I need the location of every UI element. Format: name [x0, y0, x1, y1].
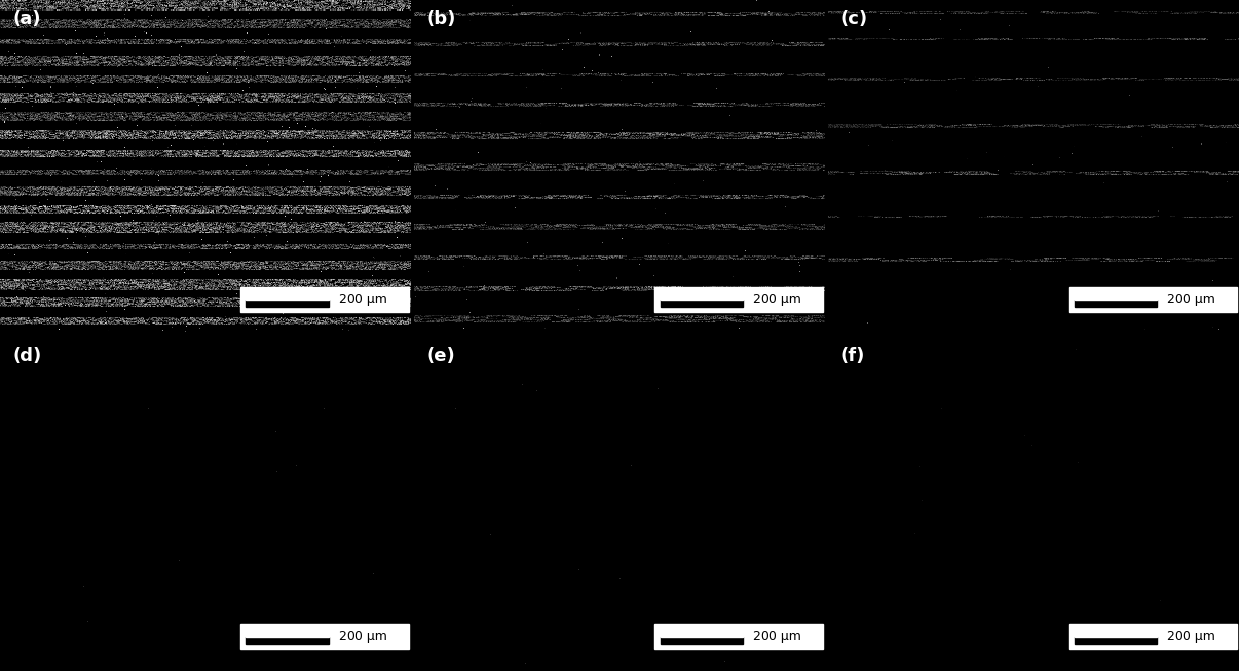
Bar [1068, 287, 1237, 313]
Bar [654, 287, 823, 313]
Text: 200 μm: 200 μm [1167, 630, 1215, 643]
Text: (e): (e) [426, 347, 455, 365]
Bar [1074, 293, 1157, 300]
Text: 200 μm: 200 μm [339, 293, 387, 307]
Text: 200 μm: 200 μm [339, 630, 387, 643]
Bar [247, 629, 328, 637]
Text: 200 μm: 200 μm [753, 293, 800, 307]
Text: (b): (b) [426, 10, 456, 28]
Bar [1074, 637, 1157, 644]
Bar [1068, 624, 1237, 650]
Text: (c): (c) [840, 10, 867, 28]
Bar [660, 629, 742, 637]
Bar [660, 637, 742, 644]
Bar [240, 624, 409, 650]
Bar [660, 300, 742, 307]
Bar [247, 637, 328, 644]
Text: 200 μm: 200 μm [1167, 293, 1215, 307]
Bar [247, 300, 328, 307]
Text: (d): (d) [12, 347, 42, 365]
Bar [247, 293, 328, 300]
Bar [1074, 629, 1157, 637]
Text: 200 μm: 200 μm [753, 630, 800, 643]
Text: (f): (f) [840, 347, 865, 365]
Bar [660, 293, 742, 300]
Bar [654, 624, 823, 650]
Bar [240, 287, 409, 313]
Text: (a): (a) [12, 10, 41, 28]
Bar [1074, 300, 1157, 307]
